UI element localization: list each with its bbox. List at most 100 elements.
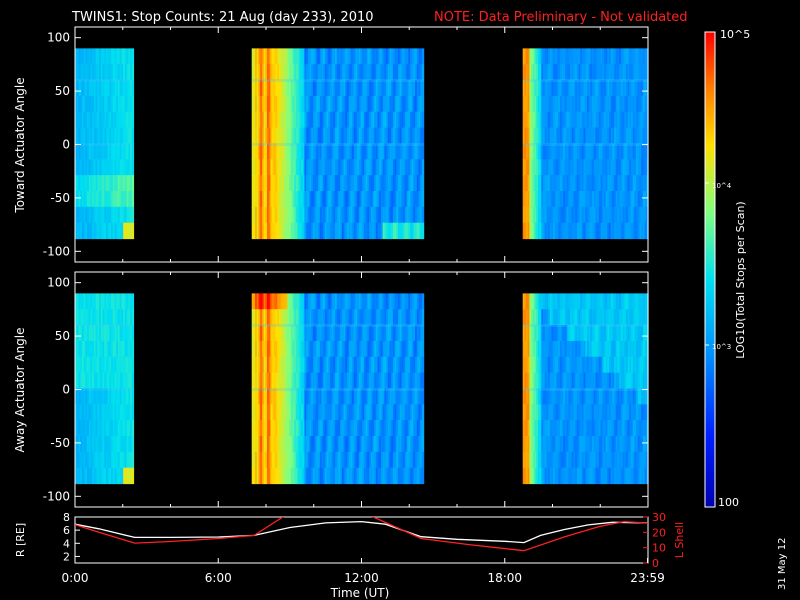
heatmap-cell (324, 64, 328, 81)
heatmap-cell (592, 127, 595, 144)
heatmap-cell (522, 48, 525, 65)
heatmap-cell (629, 80, 632, 97)
heatmap-cell (573, 340, 576, 358)
heatmap-cell (126, 356, 129, 374)
heatmap-cell (80, 372, 83, 389)
heatmap-cell (624, 222, 627, 240)
heatmap-cell (347, 388, 350, 405)
heatmap-cell (563, 222, 566, 240)
heatmap-cell (387, 340, 391, 358)
heatmap-cell (585, 451, 588, 469)
heatmap-cell (365, 127, 368, 144)
heatmap-cell (580, 404, 583, 421)
heatmap-cell (263, 159, 266, 176)
heatmap-cell (627, 420, 630, 437)
heatmap-cell (338, 325, 341, 342)
heatmap-cell (389, 64, 392, 81)
heatmap-cell (284, 451, 287, 469)
heatmap-cell (642, 222, 646, 240)
heatmap-cell (93, 222, 97, 240)
heatmap-cell (559, 372, 563, 389)
heatmap-cell (522, 293, 525, 310)
heatmap-cell (413, 388, 416, 405)
heatmap-cell (316, 143, 319, 160)
heatmap-cell (83, 95, 86, 113)
heatmap-cell (128, 127, 131, 144)
heatmap-cell (539, 420, 542, 437)
heatmap-cell (406, 206, 409, 224)
heatmap-cell (575, 159, 578, 176)
heatmap-cell (403, 372, 406, 389)
heatmap-cell (357, 372, 360, 389)
heatmap-cell (121, 191, 124, 208)
heatmap-cell (575, 95, 578, 113)
heatmap-cell (311, 372, 314, 389)
heatmap-cell (130, 404, 133, 421)
heatmap-cell (396, 159, 399, 176)
heatmap-cell (379, 95, 382, 113)
heatmap-cell (347, 467, 350, 485)
heatmap-cell (87, 143, 90, 160)
heatmap-cell (641, 80, 644, 97)
heatmap-cell (92, 95, 95, 113)
heatmap-cell (413, 127, 416, 144)
heatmap-cell (381, 467, 384, 485)
heatmap-cell (389, 111, 392, 129)
heatmap-cell (406, 451, 409, 469)
heatmap-cell (381, 436, 384, 453)
heatmap-cell (369, 48, 372, 65)
heatmap-cell (583, 159, 586, 176)
heatmap-cell (536, 293, 539, 310)
heatmap-cell (265, 372, 268, 389)
heatmap-cell (546, 340, 549, 358)
heatmap-cell (362, 388, 365, 405)
heatmap-cell (398, 111, 401, 129)
heatmap-cell (78, 80, 81, 97)
heatmap-cell (609, 404, 612, 421)
heatmap-cell (604, 206, 607, 224)
heatmap-cell (626, 467, 629, 485)
heatmap-cell (348, 420, 351, 437)
heatmap-cell (277, 388, 280, 405)
heatmap-cell (382, 340, 385, 358)
heatmap-cell (573, 206, 576, 224)
heatmap-cell (328, 420, 331, 437)
heatmap-cell (370, 388, 374, 405)
heatmap-cell (114, 159, 117, 176)
heatmap-cell (121, 372, 124, 389)
heatmap-cell (384, 143, 387, 160)
heatmap-cell (287, 404, 290, 421)
heatmap-cell (335, 293, 338, 310)
heatmap-cell (114, 111, 117, 129)
heatmap-cell (553, 48, 556, 65)
heatmap-cell (551, 206, 554, 224)
heatmap-cell (256, 293, 260, 310)
heatmap-cell (278, 372, 282, 389)
heatmap-cell (287, 420, 290, 437)
heatmap-cell (284, 467, 287, 485)
heatmap-cell (306, 95, 309, 113)
heatmap-cell (408, 48, 411, 65)
heatmap-cell (323, 48, 326, 65)
heatmap-cell (595, 388, 598, 405)
heatmap-cell (598, 95, 602, 113)
heatmap-cell (319, 64, 323, 81)
heatmap-cell (258, 467, 261, 485)
heatmap-cell (336, 175, 340, 192)
heatmap-cell (406, 340, 409, 358)
heatmap-cell (128, 143, 131, 160)
heatmap-cell (102, 451, 105, 469)
heatmap-cell (536, 143, 539, 160)
heatmap-cell (537, 293, 541, 310)
heatmap-cell (256, 175, 260, 192)
heatmap-cell (272, 356, 275, 374)
heatmap-cell (524, 388, 527, 405)
heatmap-cell (319, 372, 323, 389)
heatmap-cell (121, 48, 124, 65)
heatmap-cell (644, 80, 647, 97)
heatmap-cell (80, 404, 83, 421)
heatmap-cell (275, 64, 278, 81)
heatmap-cell (382, 372, 385, 389)
heatmap-cell (78, 48, 81, 65)
heatmap-cell (588, 420, 591, 437)
